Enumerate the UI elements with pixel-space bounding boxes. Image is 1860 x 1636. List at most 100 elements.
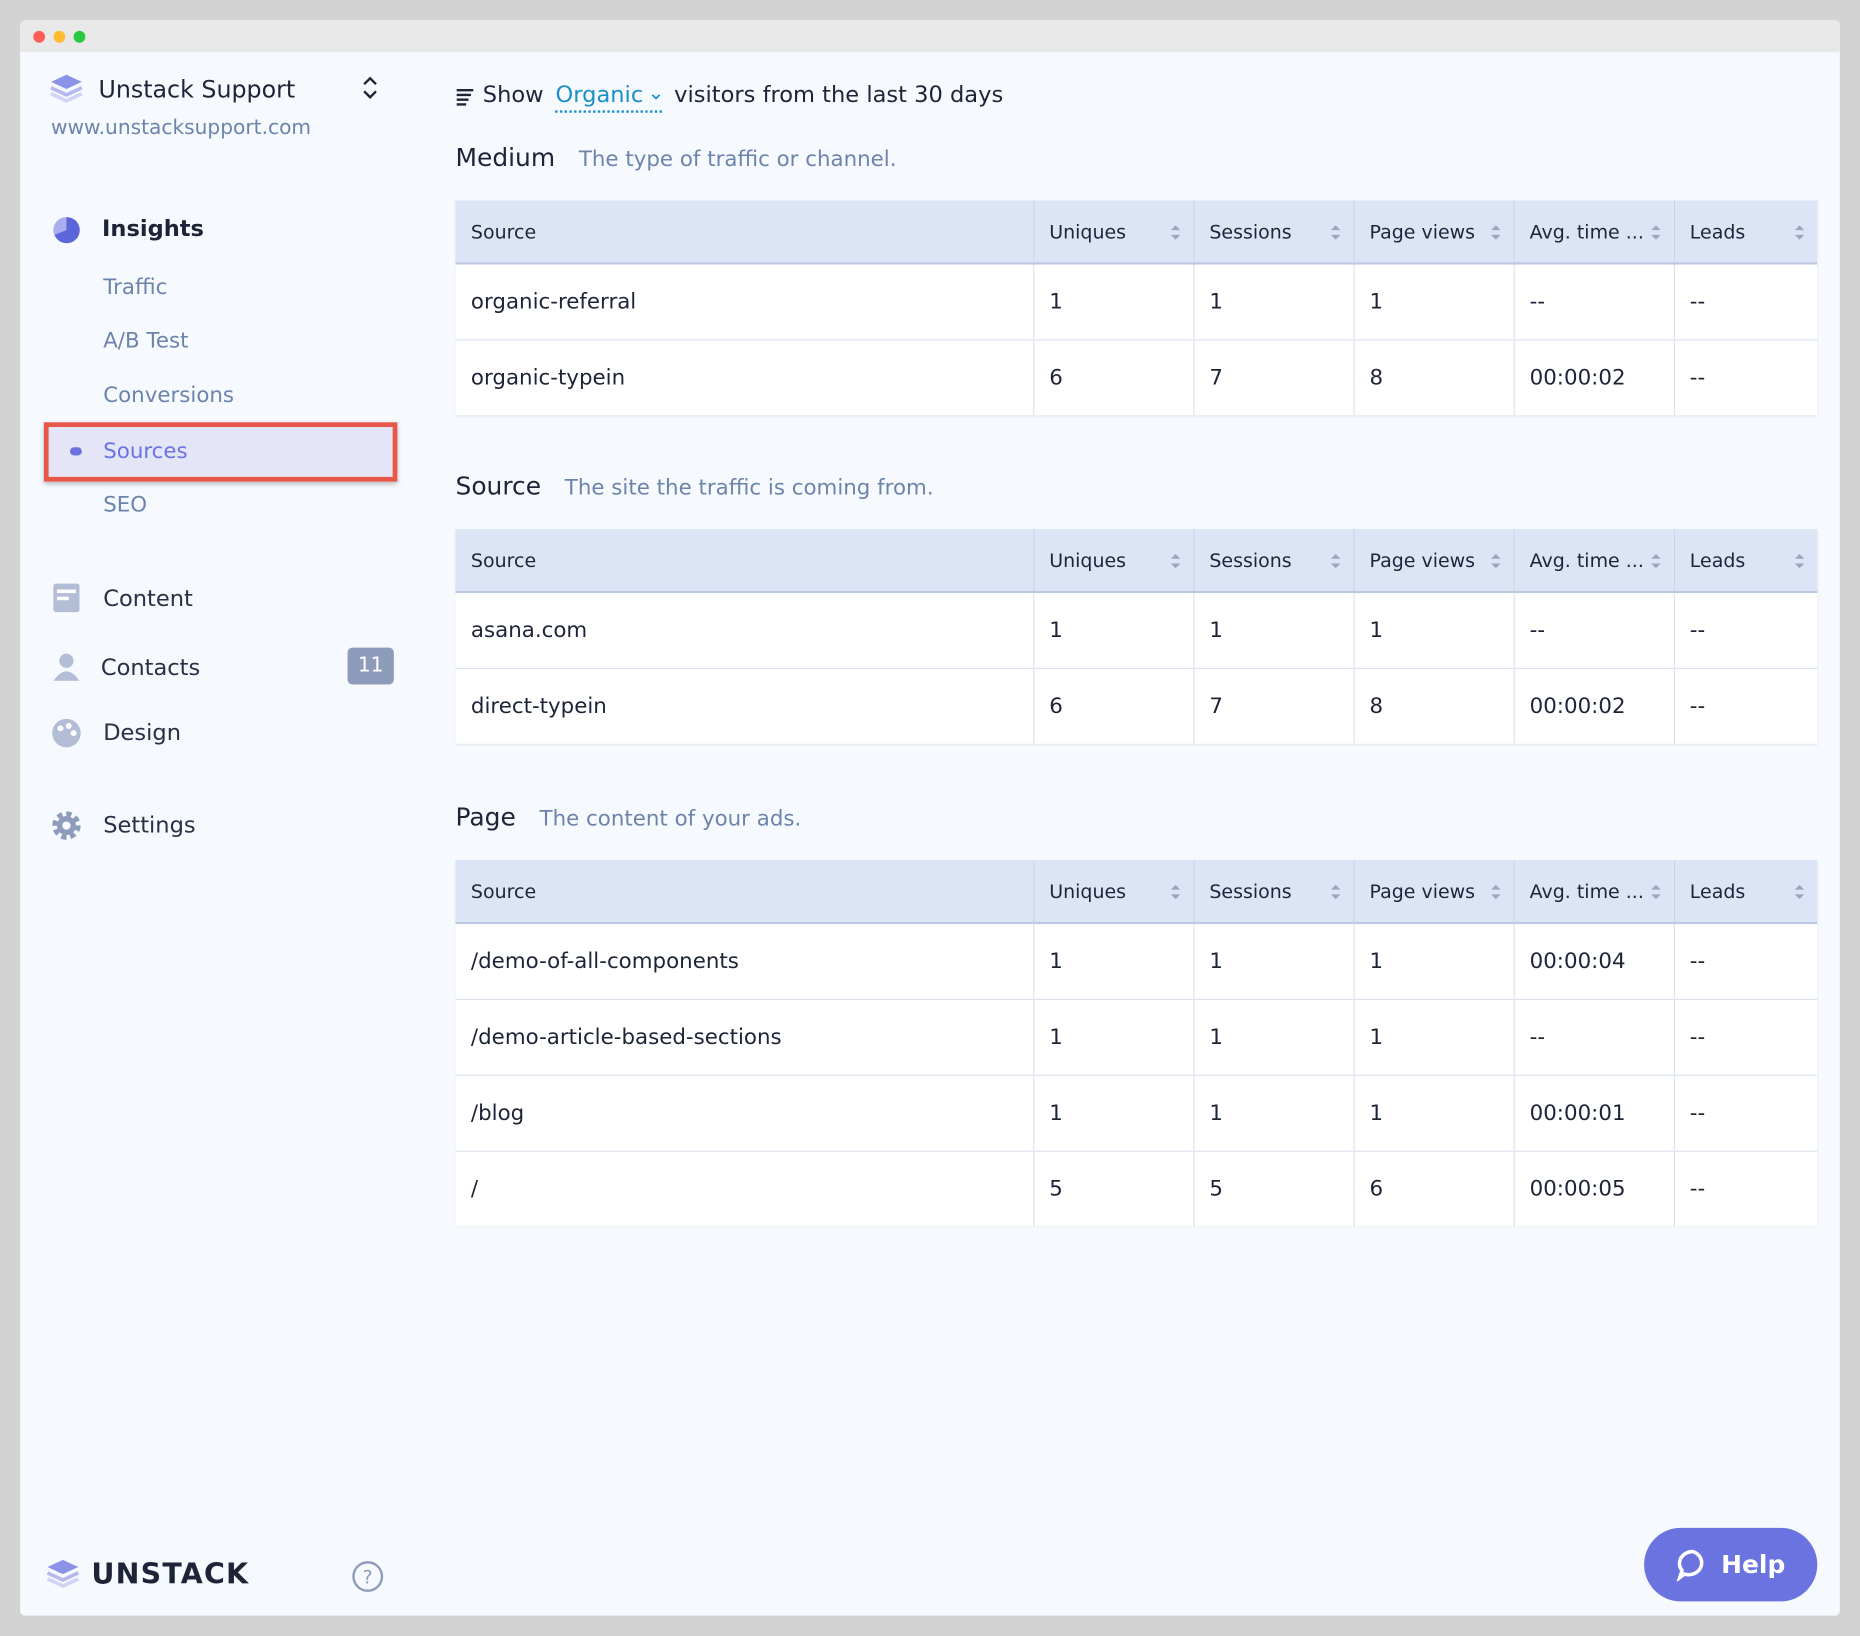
filter-icon	[456, 88, 474, 106]
sort-icon[interactable]	[1329, 224, 1341, 241]
sort-icon[interactable]	[1169, 884, 1181, 901]
filter-select[interactable]: Organic	[555, 81, 663, 113]
nav-insights[interactable]: Insights	[102, 215, 204, 242]
nav-sub-item[interactable]: A/B Test	[103, 328, 189, 354]
table-cell: 6	[1032, 667, 1194, 744]
sort-icon[interactable]	[1649, 553, 1661, 570]
column-label[interactable]: Sessions	[1209, 220, 1292, 243]
table-row: organic-referral 1 1 1 -- --	[455, 262, 1818, 340]
column-label[interactable]: Page views	[1369, 879, 1476, 903]
column-label[interactable]: Sessions	[1209, 548, 1292, 572]
close[interactable]	[33, 30, 46, 43]
column-header[interactable]: Avg. time ...	[1513, 529, 1674, 594]
column-label[interactable]: Page views	[1369, 220, 1476, 243]
column-header[interactable]: Sessions	[1192, 860, 1354, 925]
column-header[interactable]: Avg. time ...	[1513, 860, 1674, 925]
table-cell: organic-typein	[455, 339, 1034, 416]
table-cell: 1	[1192, 1074, 1354, 1152]
column-header[interactable]: Avg. time ...	[1513, 200, 1674, 265]
zoom[interactable]	[73, 30, 86, 43]
column-header[interactable]: Source	[455, 860, 1034, 925]
nav-sub-item[interactable]: Sources	[103, 438, 188, 464]
column-label[interactable]: Avg. time ...	[1529, 548, 1644, 572]
sort-icon[interactable]	[1329, 553, 1341, 570]
column-label[interactable]: Leads	[1689, 879, 1746, 903]
content-icon	[53, 583, 80, 613]
nav-sub-item[interactable]: Traffic	[103, 275, 168, 301]
filter-suffix: visitors from the last 30 days	[674, 81, 1004, 108]
help-label[interactable]: Help	[1721, 1550, 1786, 1579]
column-label[interactable]: Uniques	[1049, 548, 1127, 572]
table-cell: --	[1673, 667, 1818, 744]
table-cell: 1	[1192, 998, 1354, 1076]
table-cell: 7	[1192, 339, 1354, 416]
column-header[interactable]: Sessions	[1192, 529, 1354, 594]
sort-icon[interactable]	[1794, 224, 1806, 241]
table-cell: 00:00:05	[1513, 1150, 1674, 1227]
column-label[interactable]: Leads	[1689, 548, 1746, 572]
table-cell: 1	[1032, 922, 1194, 1000]
svg-text:?: ?	[363, 1567, 373, 1589]
site-switcher[interactable]	[362, 76, 379, 100]
column-label[interactable]: Source	[470, 220, 537, 243]
filter-selected[interactable]: Organic	[555, 81, 644, 108]
sort-icon[interactable]	[1649, 884, 1661, 901]
column-header[interactable]: Uniques	[1032, 200, 1194, 265]
column-label[interactable]: Page views	[1369, 548, 1476, 572]
table-cell: 8	[1352, 339, 1514, 416]
nav-settings[interactable]: Settings	[103, 812, 196, 839]
help-button[interactable]: Help	[1644, 1527, 1818, 1602]
minimize[interactable]	[53, 30, 66, 43]
nav-sub-item[interactable]: Conversions	[103, 383, 235, 409]
logo-icon	[50, 74, 83, 103]
column-label[interactable]: Avg. time ...	[1529, 220, 1644, 243]
sort-icon[interactable]	[1649, 224, 1661, 241]
sort-icon[interactable]	[1489, 884, 1501, 901]
section-description: The type of traffic or channel.	[578, 147, 897, 173]
sort-icon[interactable]	[1794, 884, 1806, 901]
column-label[interactable]: Avg. time ...	[1529, 879, 1644, 903]
nav-sub-item[interactable]: SEO	[103, 492, 148, 518]
help-question[interactable]: ?	[351, 1560, 384, 1593]
sort-icon[interactable]	[1489, 553, 1501, 570]
column-header[interactable]: Sessions	[1192, 200, 1354, 265]
table-cell: 1	[1352, 591, 1514, 669]
table-cell: --	[1673, 262, 1818, 340]
site-url[interactable]: www.unstacksupport.com	[51, 116, 312, 140]
column-header[interactable]: Leads	[1673, 529, 1818, 594]
column-label[interactable]: Leads	[1689, 220, 1746, 243]
table-cell: --	[1513, 262, 1674, 340]
nav-design[interactable]: Design	[103, 720, 182, 747]
column-header[interactable]: Uniques	[1032, 860, 1194, 925]
table-cell: --	[1673, 922, 1818, 1000]
column-label[interactable]: Sessions	[1209, 879, 1292, 903]
contacts-badge: 11	[347, 647, 394, 685]
column-header[interactable]: Page views	[1352, 529, 1514, 594]
column-header[interactable]: Uniques	[1032, 529, 1194, 594]
sort-icon[interactable]	[1489, 224, 1501, 241]
nav-contacts[interactable]: Contacts	[100, 654, 201, 681]
sort-icon[interactable]	[1169, 553, 1181, 570]
table-row: direct-typein 6 7 8 00:00:02 --	[455, 667, 1818, 744]
nav-content[interactable]: Content	[103, 585, 193, 613]
column-label[interactable]: Uniques	[1049, 220, 1127, 243]
sort-icon[interactable]	[1329, 884, 1341, 901]
column-label[interactable]: Source	[470, 879, 537, 903]
site-name[interactable]: Unstack Support	[98, 74, 296, 104]
column-header[interactable]: Page views	[1352, 200, 1514, 265]
table-row: /demo-article-based-sections 1 1 1 -- --	[455, 998, 1818, 1076]
header-row: Source Uniques Sessions Page views Avg. time…	[455, 529, 1818, 594]
column-label[interactable]: Source	[470, 548, 537, 572]
header-row: Source Uniques Sessions Page views Avg. time…	[455, 860, 1818, 925]
column-header[interactable]: Page views	[1352, 860, 1514, 925]
sort-icon[interactable]	[1794, 553, 1806, 570]
table-cell: 1	[1192, 262, 1354, 340]
sort-icon[interactable]	[1169, 224, 1181, 241]
column-label[interactable]: Uniques	[1049, 879, 1127, 903]
column-header[interactable]: Leads	[1673, 860, 1818, 925]
column-header[interactable]: Source	[455, 200, 1034, 265]
column-header[interactable]: Source	[455, 529, 1034, 594]
table-row: asana.com 1 1 1 -- --	[455, 591, 1818, 669]
column-header[interactable]: Leads	[1673, 200, 1818, 265]
table-cell: 1	[1192, 591, 1354, 669]
